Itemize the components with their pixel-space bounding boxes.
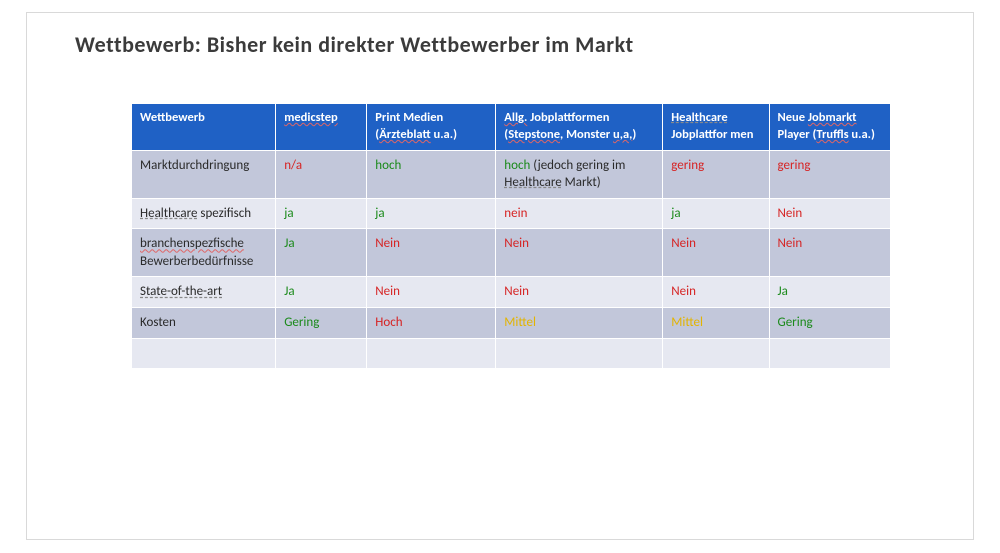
slide: Wettbewerb: Bisher kein direkter Wettbew… <box>26 12 974 540</box>
row-header: branchenspezfische Bewerberbedürfnisse <box>132 229 276 277</box>
table-row <box>132 338 891 369</box>
table-row: Marktdurchdringungn/ahochhoch (jedoch ge… <box>132 150 891 198</box>
table-cell: ja <box>663 198 769 229</box>
table-cell: Mittel <box>496 308 663 339</box>
competition-table: WettbewerbmedicstepPrint Medien (Ärztebl… <box>131 103 891 369</box>
table-cell: Ja <box>276 229 367 277</box>
column-header: Wettbewerb <box>132 104 276 151</box>
table-cell: ja <box>367 198 496 229</box>
row-header: Healthcare spezifisch <box>132 198 276 229</box>
row-header: Marktdurchdringung <box>132 150 276 198</box>
column-header: medicstep <box>276 104 367 151</box>
table-cell: Nein <box>769 198 890 229</box>
table-cell: hoch <box>367 150 496 198</box>
table-cell: Nein <box>663 229 769 277</box>
table-cell: Gering <box>769 308 890 339</box>
table-cell: Nein <box>367 277 496 308</box>
table-row: Healthcare spezifischjajaneinjaNein <box>132 198 891 229</box>
table-header-row: WettbewerbmedicstepPrint Medien (Ärztebl… <box>132 104 891 151</box>
table-cell: Nein <box>496 277 663 308</box>
table-cell: Ja <box>769 277 890 308</box>
competition-table-wrap: WettbewerbmedicstepPrint Medien (Ärztebl… <box>131 103 891 369</box>
table-body: Marktdurchdringungn/ahochhoch (jedoch ge… <box>132 150 891 368</box>
slide-title: Wettbewerb: Bisher kein direkter Wettbew… <box>75 31 634 58</box>
table-cell <box>367 338 496 369</box>
table-cell: gering <box>663 150 769 198</box>
table-row: State-of-the-artJaNeinNeinNeinJa <box>132 277 891 308</box>
table-cell: Ja <box>276 277 367 308</box>
table-cell <box>276 338 367 369</box>
table-cell <box>769 338 890 369</box>
table-cell <box>496 338 663 369</box>
table-cell: Nein <box>663 277 769 308</box>
table-cell <box>132 338 276 369</box>
column-header: Allg. Jobplattformen (Stepstone, Monster… <box>496 104 663 151</box>
row-header: Kosten <box>132 308 276 339</box>
table-cell: Nein <box>496 229 663 277</box>
table-row: KostenGeringHochMittelMittelGering <box>132 308 891 339</box>
table-cell: Nein <box>769 229 890 277</box>
table-cell <box>663 338 769 369</box>
row-header: State-of-the-art <box>132 277 276 308</box>
column-header: Neue Jobmarkt Player (Truffls u.a.) <box>769 104 890 151</box>
table-cell: Mittel <box>663 308 769 339</box>
table-cell: nein <box>496 198 663 229</box>
table-cell: ja <box>276 198 367 229</box>
column-header: Healthcare Jobplattfor men <box>663 104 769 151</box>
table-cell: Nein <box>367 229 496 277</box>
column-header: Print Medien (Ärzteblatt u.a.) <box>367 104 496 151</box>
table-cell: Gering <box>276 308 367 339</box>
table-cell: n/a <box>276 150 367 198</box>
table-cell: gering <box>769 150 890 198</box>
table-cell: Hoch <box>367 308 496 339</box>
table-row: branchenspezfische BewerberbedürfnisseJa… <box>132 229 891 277</box>
table-cell: hoch (jedoch gering im Healthcare Markt) <box>496 150 663 198</box>
